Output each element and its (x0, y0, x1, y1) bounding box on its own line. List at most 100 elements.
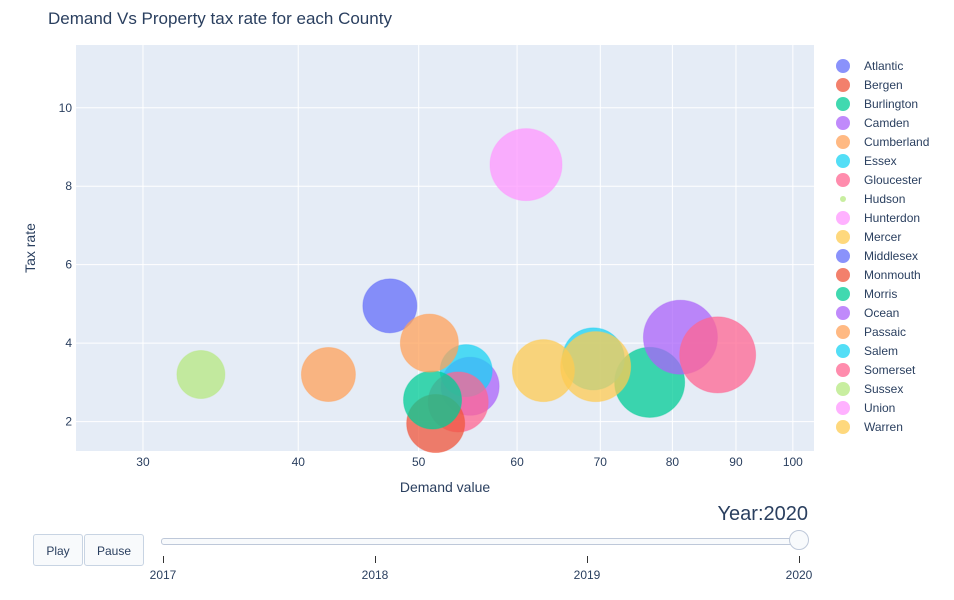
legend-item-burlington[interactable]: Burlington (836, 94, 929, 113)
x-tick-label: 60 (510, 455, 524, 469)
legend-item-morris[interactable]: Morris (836, 284, 929, 303)
slider-tick (163, 556, 164, 563)
legend-swatch (836, 286, 850, 301)
legend-label: Somerset (864, 362, 916, 377)
slider-tick-label[interactable]: 2018 (361, 568, 389, 582)
bubble-middlesex[interactable] (362, 278, 418, 334)
y-tick-label: 2 (65, 415, 72, 429)
bubble-union[interactable] (489, 128, 563, 202)
legend-item-bergen[interactable]: Bergen (836, 75, 929, 94)
grid (76, 45, 814, 451)
legend: Atlantic Bergen Burlington Camden Cumberland… (836, 56, 929, 436)
legend-swatch (836, 381, 850, 396)
slider-value: 2020 (763, 503, 809, 525)
x-tick-label: 40 (292, 455, 306, 469)
legend-swatch (836, 305, 850, 320)
y-tick-label: 8 (65, 179, 72, 193)
legend-item-gloucester[interactable]: Gloucester (836, 170, 929, 189)
bubble-morris[interactable] (403, 370, 463, 430)
year-slider-track[interactable] (161, 538, 803, 545)
y-tick-label: 10 (59, 101, 73, 115)
legend-swatch (836, 96, 850, 111)
legend-label: Mercer (864, 229, 902, 244)
legend-item-hudson[interactable]: Hudson (836, 189, 929, 208)
legend-swatch (836, 324, 850, 339)
bubble-cumberland[interactable] (300, 347, 356, 403)
legend-swatch (836, 248, 850, 263)
legend-label: Salem (864, 343, 899, 358)
legend-item-camden[interactable]: Camden (836, 113, 929, 132)
slider-current-value: Year:2020 (718, 503, 808, 526)
x-tick-label: 80 (666, 455, 680, 469)
legend-swatch (836, 267, 850, 282)
x-tick-label: 30 (136, 455, 150, 469)
legend-swatch (836, 58, 850, 73)
legend-item-sussex[interactable]: Sussex (836, 379, 929, 398)
legend-item-passaic[interactable]: Passaic (836, 322, 929, 341)
legend-swatch (836, 134, 850, 149)
x-axis-ticks: 30 40 50 60 70 80 90 100 (136, 455, 803, 469)
bubble-passaic[interactable] (399, 313, 459, 373)
legend-item-ocean[interactable]: Ocean (836, 303, 929, 322)
bubble-sussex[interactable] (176, 350, 226, 400)
legend-label: Union (864, 400, 896, 415)
legend-label: Monmouth (864, 267, 921, 282)
legend-label: Burlington (864, 96, 919, 111)
y-axis-title: Tax rate (22, 223, 38, 273)
x-tick-label: 100 (783, 455, 803, 469)
x-tick-label: 50 (412, 455, 426, 469)
legend-label: Passaic (864, 324, 907, 339)
slider-prefix: Year: (717, 503, 764, 525)
bubble-warren[interactable] (560, 331, 632, 403)
legend-label: Bergen (864, 77, 903, 92)
legend-label: Cumberland (864, 134, 930, 149)
legend-item-cumberland[interactable]: Cumberland (836, 132, 929, 151)
legend-swatch (836, 172, 850, 187)
legend-item-union[interactable]: Union (836, 398, 929, 417)
legend-swatch (836, 400, 850, 415)
legend-swatch (836, 419, 850, 434)
legend-label: Essex (864, 153, 897, 168)
legend-label: Gloucester (864, 172, 923, 187)
legend-swatch (836, 77, 850, 92)
legend-label: Hudson (864, 191, 906, 206)
slider-tick-label[interactable]: 2019 (573, 568, 601, 582)
legend-item-warren[interactable]: Warren (836, 417, 929, 436)
legend-item-essex[interactable]: Essex (836, 151, 929, 170)
legend-item-atlantic[interactable]: Atlantic (836, 56, 929, 75)
legend-swatch (836, 343, 850, 358)
legend-item-monmouth[interactable]: Monmouth (836, 265, 929, 284)
slider-tick-label[interactable]: 2017 (149, 568, 177, 582)
legend-label: Camden (864, 115, 910, 130)
x-axis-title: Demand value (400, 479, 490, 495)
slider-tick (799, 556, 800, 563)
legend-label: Sussex (864, 381, 904, 396)
x-tick-label: 90 (729, 455, 743, 469)
chart-title: Demand Vs Property tax rate for each Cou… (48, 9, 392, 28)
slider-tick-label[interactable]: 2020 (785, 568, 813, 582)
y-tick-label: 6 (65, 258, 72, 272)
bubble-somerset[interactable] (679, 316, 757, 394)
legend-item-salem[interactable]: Salem (836, 341, 929, 360)
legend-swatch (840, 195, 846, 202)
legend-label: Warren (864, 419, 903, 434)
legend-swatch (836, 153, 850, 168)
legend-label: Middlesex (864, 248, 919, 263)
play-button[interactable]: Play (33, 534, 83, 566)
legend-label: Hunterdon (864, 210, 921, 225)
legend-swatch (836, 362, 850, 377)
slider-tick (587, 556, 588, 563)
legend-item-middlesex[interactable]: Middlesex (836, 246, 929, 265)
slider-tick (375, 556, 376, 563)
legend-label: Ocean (864, 305, 900, 320)
legend-swatch (836, 210, 850, 225)
legend-swatch (836, 229, 850, 244)
pause-button[interactable]: Pause (84, 534, 144, 566)
year-slider-handle[interactable] (789, 530, 809, 550)
legend-item-mercer[interactable]: Mercer (836, 227, 929, 246)
legend-label: Morris (864, 286, 898, 301)
legend-item-somerset[interactable]: Somerset (836, 360, 929, 379)
bubble-layer[interactable] (176, 128, 757, 454)
legend-item-hunterdon[interactable]: Hunterdon (836, 208, 929, 227)
